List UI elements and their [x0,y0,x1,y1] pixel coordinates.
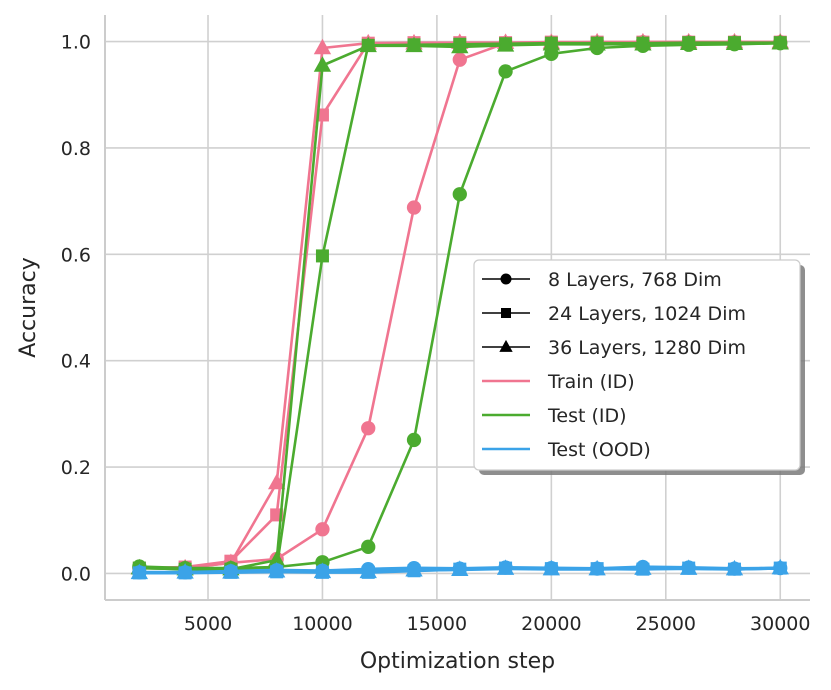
y-tick-label: 1.0 [61,32,91,54]
y-tick-label: 0.4 [61,351,91,373]
data-point-triangle [634,34,652,51]
data-point-circle [498,64,513,79]
data-point-triangle [588,559,606,576]
data-point-triangle [176,563,194,579]
data-point-triangle [313,38,332,55]
data-point-triangle [771,558,789,575]
x-tick-label: 5000 [184,613,232,635]
legend-item: 8 Layers, 768 Dim [482,269,722,291]
x-tick-label: 20000 [521,613,581,635]
data-point-triangle [359,562,377,579]
y-tick-label: 0.2 [61,457,91,479]
legend-label: Test (OOD) [547,439,651,461]
data-point-triangle [680,34,698,50]
data-point-triangle [451,560,469,576]
data-point-triangle [313,562,332,579]
data-point-circle [406,200,422,215]
data-point-circle [361,421,376,436]
x-tick-label: 25000 [636,613,696,635]
data-point-triangle [222,563,240,579]
legend: 8 Layers, 768 Dim 24 Layers, 1024 Dim 36 L… [473,259,805,475]
data-point-circle [361,539,376,554]
legend-label: 8 Layers, 768 Dim [548,269,722,291]
series-test-ood-triangle [130,558,789,580]
data-point-triangle [313,56,332,72]
data-point-triangle [268,562,286,578]
data-point-triangle [496,559,515,575]
legend-item: Test (ID) [482,405,627,427]
x-tick-label: 30000 [750,613,810,635]
legend-marker-square [501,308,511,318]
legend-label: 24 Layers, 1024 Dim [548,303,746,325]
y-tick-label: 0.8 [61,138,91,160]
legend-marker-triangle [499,339,513,352]
data-point-triangle [451,37,469,54]
series-layer [130,32,789,580]
data-point-triangle [359,36,377,53]
data-point-circle [315,522,330,537]
data-point-square [315,249,329,263]
data-point-circle [406,432,422,448]
data-point-triangle [725,34,744,50]
data-point-triangle [680,559,698,575]
data-point-triangle [130,563,149,580]
data-point-triangle [405,560,423,577]
data-point-triangle [268,550,286,567]
data-point-triangle [588,34,606,51]
legend-item: 24 Layers, 1024 Dim [482,303,746,325]
data-point-triangle [542,34,561,51]
legend-marker-circle [500,273,512,285]
legend-item: Test (OOD) [482,439,651,461]
x-tick-label: 15000 [407,613,467,635]
data-point-triangle [725,559,744,576]
data-point-triangle [268,473,286,490]
axes: 5000 10000 15000 20000 25000 30000 0.0 0.2 0.4 0.… [61,15,810,635]
legend-frame [473,259,801,471]
legend-label: 36 Layers, 1280 Dim [548,337,746,359]
data-point-triangle [405,36,423,53]
data-point-triangle [542,559,561,576]
legend-label: Test (ID) [547,405,627,427]
legend-item: 36 Layers, 1280 Dim [482,337,746,359]
data-point-circle [452,52,467,67]
legend-label: Train (ID) [547,371,635,393]
y-axis-label: Accuracy [16,257,41,357]
y-tick-label: 0.0 [61,563,91,585]
legend-item: Train (ID) [482,371,635,393]
series-test-id-triangle [130,33,789,576]
x-tick-label: 10000 [292,613,352,635]
y-tick-label: 0.6 [61,244,91,266]
data-point-triangle [771,33,789,50]
data-point-circle [452,187,467,202]
data-point-triangle [496,36,515,52]
x-axis-label: Optimization step [360,649,555,674]
data-point-triangle [634,559,652,575]
